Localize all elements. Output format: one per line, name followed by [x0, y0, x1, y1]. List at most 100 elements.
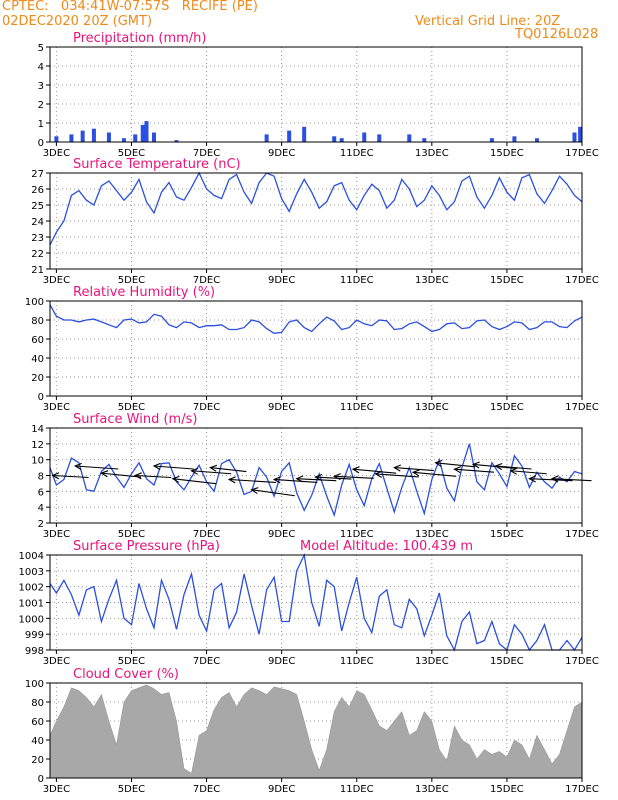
cloud-frame — [49, 682, 583, 779]
cloud-xtick-label: 17DEC — [565, 784, 599, 795]
precip-xtick-label: 3DEC — [43, 148, 70, 159]
wind-arrow-head — [209, 464, 218, 472]
temp-ytick-label: 26 — [31, 185, 44, 196]
press-subtitle: Model Altitude: 100.439 m — [300, 539, 473, 554]
precip-bar — [264, 134, 269, 142]
precip-bar — [69, 134, 74, 142]
cloud-ytick-label: 60 — [31, 717, 44, 728]
wind-arrow — [52, 474, 89, 479]
rh-ytick-label: 0 — [38, 392, 44, 403]
wind-arrow — [274, 478, 318, 484]
press-xtick-label: 3DEC — [43, 656, 70, 667]
temp-xtick-label: 13DEC — [415, 275, 449, 286]
precip-bar — [174, 140, 179, 142]
temp-xtick-label: 17DEC — [565, 275, 599, 286]
wind-arrow-head — [494, 462, 503, 471]
press-xtick-label: 7DEC — [193, 656, 220, 667]
wind-arrow — [435, 462, 476, 468]
temp-xtick-label: 5DEC — [118, 275, 145, 286]
wind-arrow-head — [152, 462, 161, 470]
wind-arrow-head — [51, 472, 60, 480]
press-ytick-label: 1003 — [19, 567, 44, 578]
wind-arrow — [153, 465, 194, 470]
wind-arrow-head — [171, 475, 180, 483]
precip-bar — [144, 121, 149, 142]
rh-xtick-label: 11DEC — [340, 402, 374, 413]
rh-series-line — [49, 304, 583, 334]
wind-xtick-label: 13DEC — [415, 529, 449, 540]
wind-arrow-head — [250, 487, 259, 495]
cloud-xtick-label: 5DEC — [118, 784, 145, 795]
wind-arrow — [352, 468, 397, 474]
wind-arrow — [191, 470, 232, 475]
wind-ytick-label: 10 — [31, 456, 44, 467]
wind-arrow-head — [100, 470, 109, 478]
cloud-xtick-label: 15DEC — [490, 784, 524, 795]
press-xtick-label: 9DEC — [268, 656, 295, 667]
wind-xtick-label: 9DEC — [268, 529, 295, 540]
precip-bar — [534, 138, 539, 142]
wind-arrow-head — [332, 473, 341, 481]
temp-xtick-label: 11DEC — [340, 275, 374, 286]
precip-xtick-label: 17DEC — [565, 148, 599, 159]
wind-arrow — [229, 478, 276, 484]
wind-xtick-label: 17DEC — [565, 529, 599, 540]
temp-ytick-label: 21 — [31, 265, 44, 276]
wind-xtick-label: 5DEC — [118, 529, 145, 540]
wind-arrow-head — [411, 469, 420, 477]
temp-ytick-label: 24 — [31, 217, 44, 228]
temp-title: Surface Temperature (nC) — [73, 157, 241, 172]
cloud-xtick-label: 9DEC — [268, 784, 295, 795]
wind-xtick-label: 11DEC — [340, 529, 374, 540]
header-grid-note: Vertical Grid Line: 20Z — [415, 14, 561, 29]
wind-arrow-head — [434, 459, 443, 467]
wind-arrow-head — [528, 475, 537, 483]
precip-bar — [121, 138, 126, 142]
wind-arrow-head — [453, 466, 462, 474]
wind-xtick-label: 15DEC — [490, 529, 524, 540]
wind-arrow-head — [295, 475, 304, 483]
press-series-line — [49, 552, 583, 652]
cloud-ytick-label: 20 — [31, 755, 44, 766]
temp-xtick-label: 15DEC — [490, 275, 524, 286]
rh-ytick-label: 60 — [31, 335, 44, 346]
precip-bar — [578, 126, 583, 142]
cloud-xtick-label: 3DEC — [43, 784, 70, 795]
precip-xtick-label: 13DEC — [415, 148, 449, 159]
precip-xtick-label: 11DEC — [340, 148, 374, 159]
temp-ytick-label: 23 — [31, 233, 44, 244]
wind-ytick-label: 8 — [38, 472, 44, 483]
press-xtick-label: 15DEC — [490, 656, 524, 667]
wind-xtick-label: 7DEC — [193, 529, 220, 540]
wind-ytick-label: 12 — [31, 440, 44, 451]
wind-arrow — [101, 472, 142, 478]
wind-arrow — [454, 468, 494, 473]
precip-ytick-label: 0 — [38, 138, 44, 149]
press-ytick-label: 998 — [25, 646, 44, 657]
rh-xtick-label: 5DEC — [118, 402, 145, 413]
press-ytick-label: 1002 — [19, 583, 44, 594]
wind-arrow-head — [314, 473, 323, 481]
press-xtick-label: 5DEC — [118, 656, 145, 667]
precip-ytick-label: 1 — [38, 119, 44, 130]
wind-arrow — [296, 478, 337, 482]
wind-arrow — [413, 471, 457, 477]
rh-ytick-label: 80 — [31, 316, 44, 327]
precip-frame — [49, 46, 583, 143]
press-ytick-label: 1001 — [19, 599, 44, 610]
precip-bar — [339, 138, 344, 142]
rh-xtick-label: 7DEC — [193, 402, 220, 413]
temp-ytick-label: 25 — [31, 201, 44, 212]
wind-arrow — [551, 478, 592, 482]
temp-series-line — [49, 171, 583, 246]
rh-frame — [49, 300, 583, 397]
wind-arrow-head — [550, 475, 559, 483]
temp-ytick-label: 27 — [31, 169, 44, 180]
rh-xtick-label: 17DEC — [565, 402, 599, 413]
precip-bar — [512, 136, 517, 142]
wind-ytick-label: 2 — [38, 519, 44, 530]
precip-bar — [133, 134, 138, 142]
wind-ytick-label: 6 — [38, 487, 44, 498]
precip-bar — [151, 132, 156, 142]
temp-xtick-label: 7DEC — [193, 275, 220, 286]
